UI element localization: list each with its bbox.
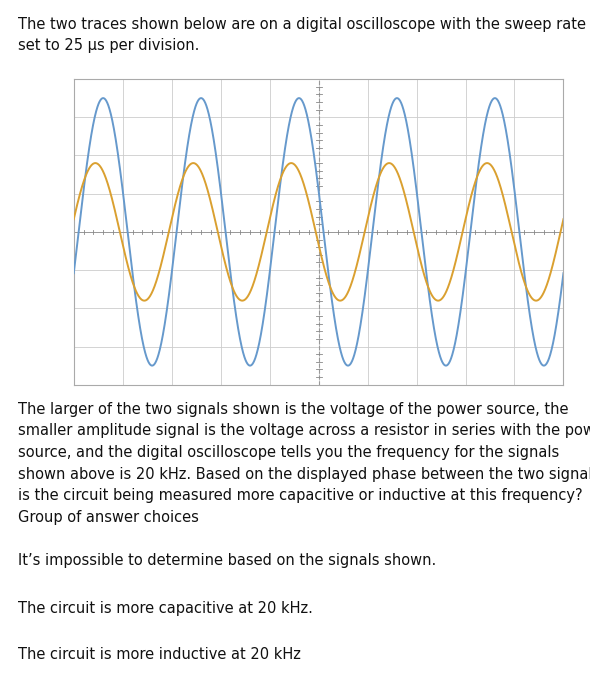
Text: It’s impossible to determine based on the signals shown.: It’s impossible to determine based on th… [18,553,436,568]
Text: The larger of the two signals shown is the voltage of the power source, the
smal: The larger of the two signals shown is t… [18,402,590,525]
Text: The two traces shown below are on a digital oscilloscope with the sweep rate: The two traces shown below are on a digi… [18,17,586,32]
Text: The circuit is more capacitive at 20 kHz.: The circuit is more capacitive at 20 kHz… [18,601,313,616]
Text: The circuit is more inductive at 20 kHz: The circuit is more inductive at 20 kHz [18,647,300,662]
Text: set to 25 µs per division.: set to 25 µs per division. [18,38,199,53]
